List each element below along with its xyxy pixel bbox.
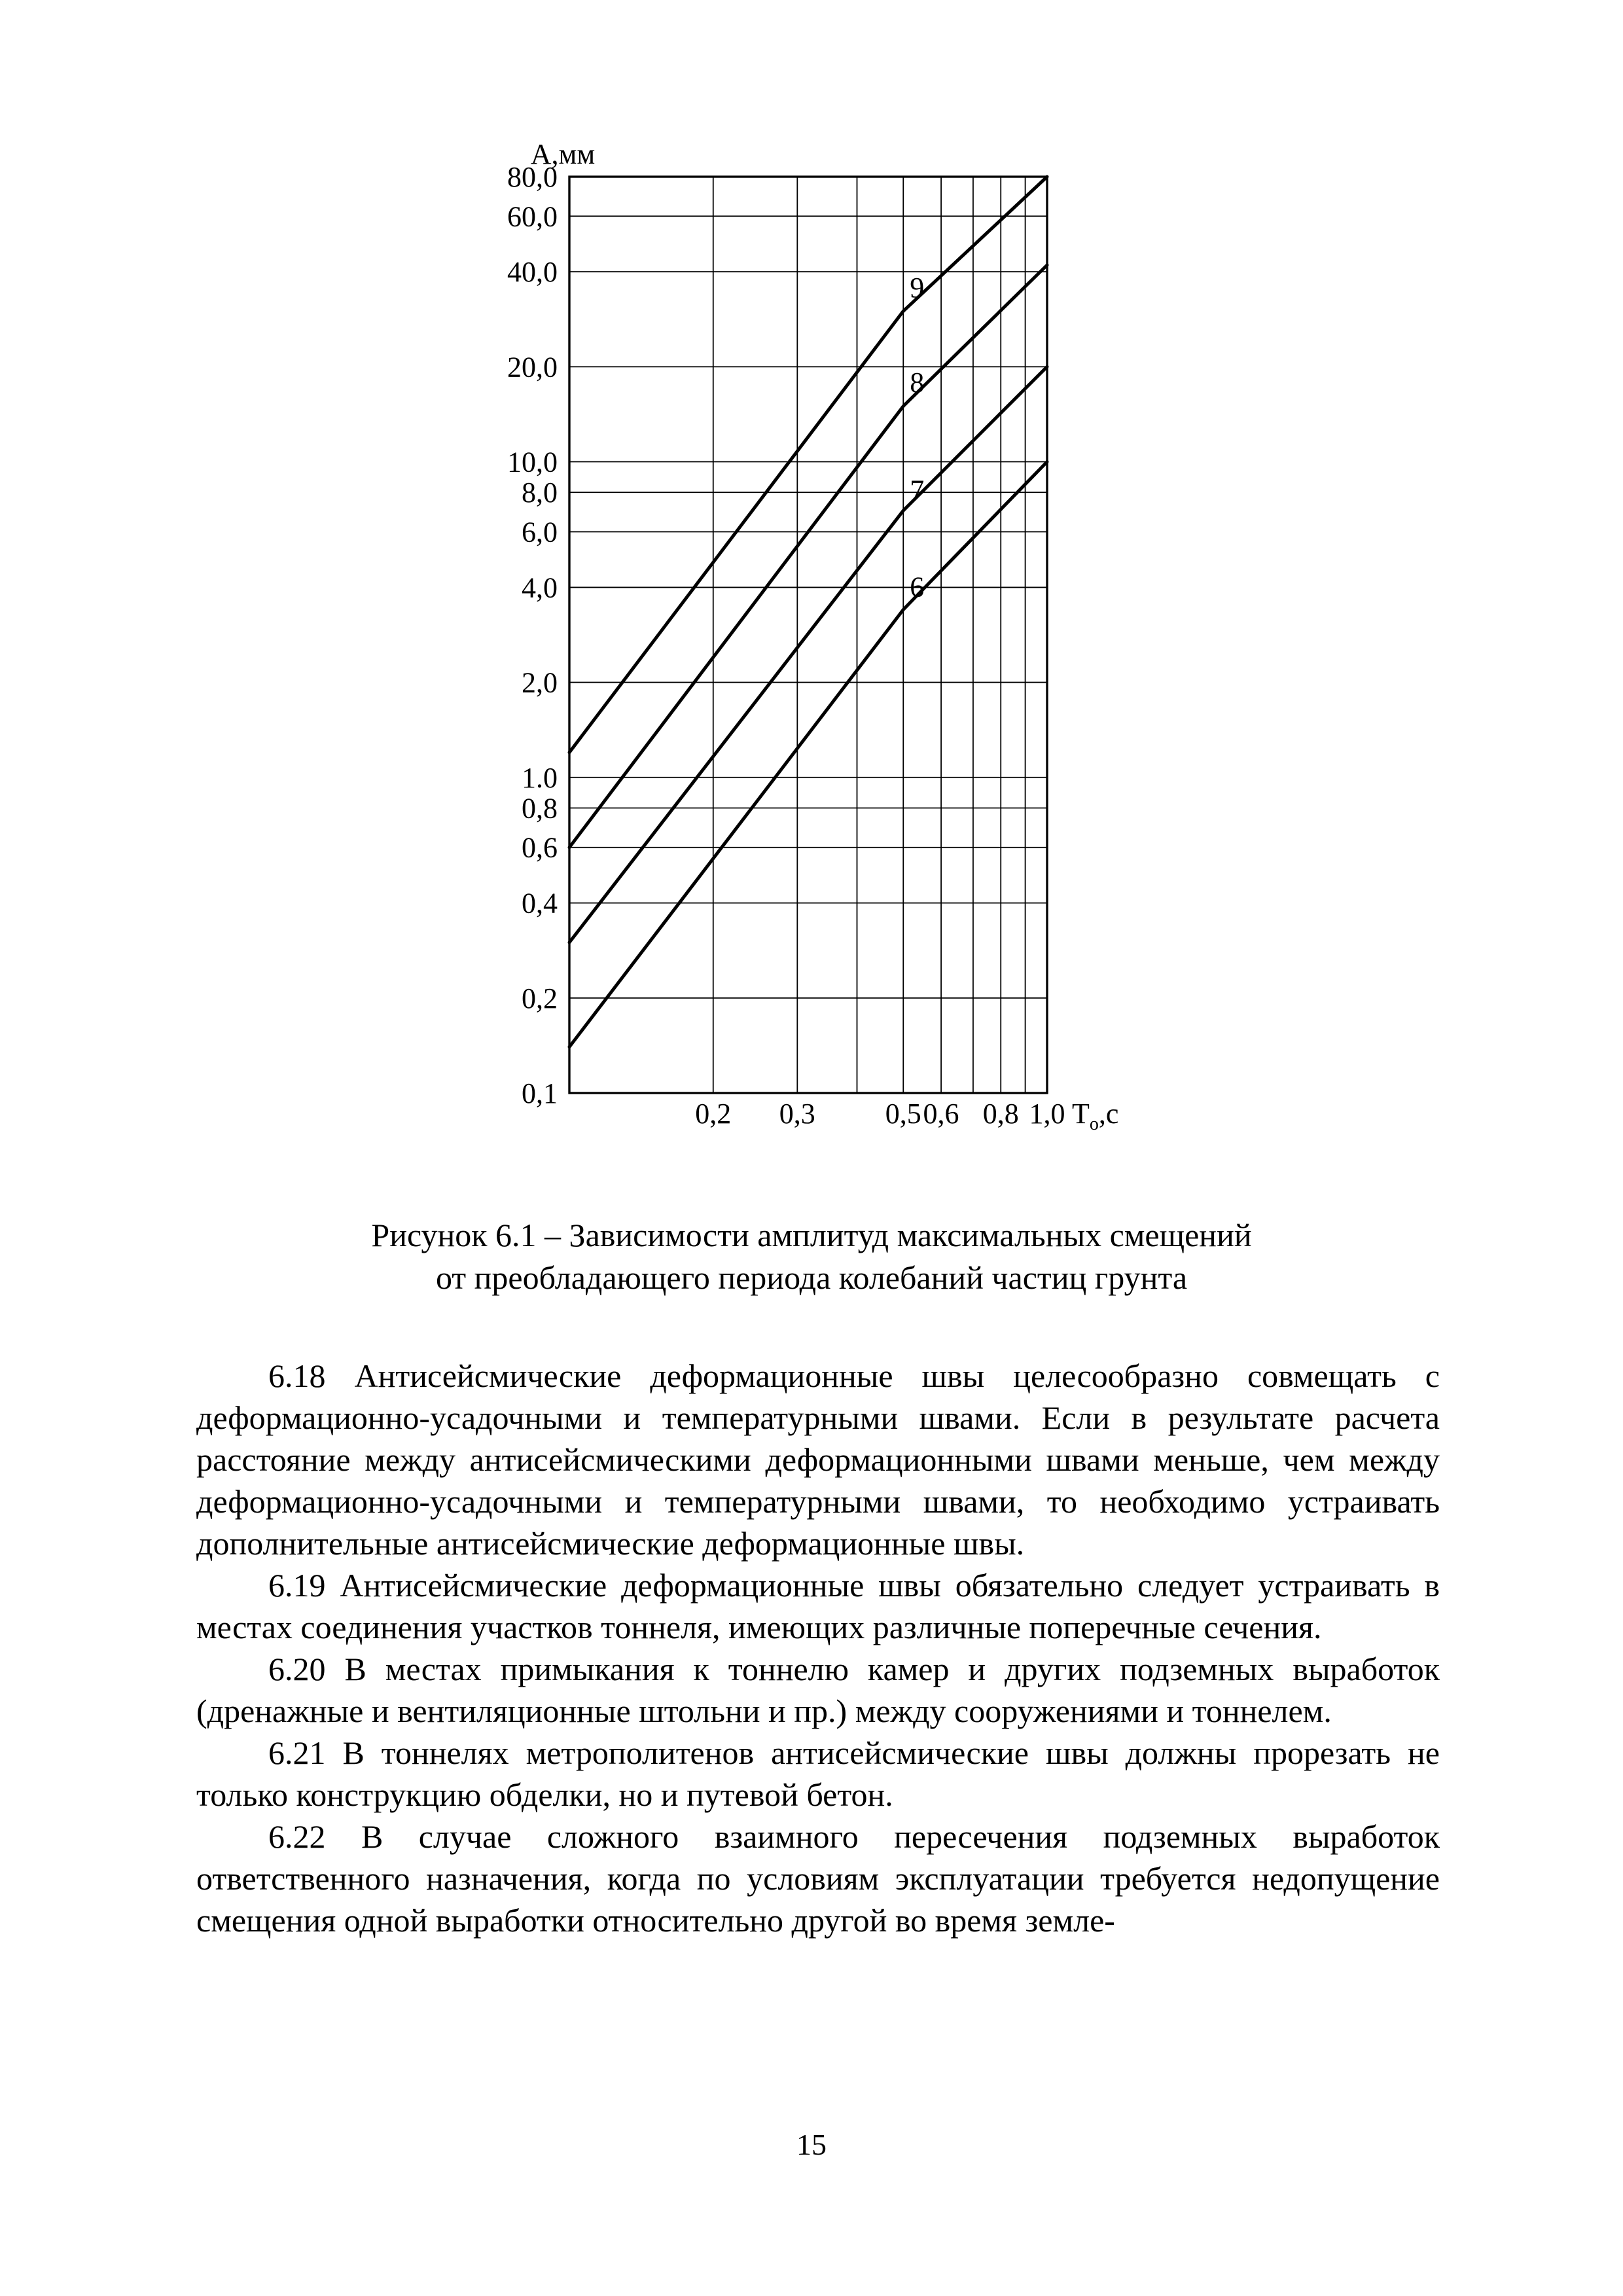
chart-figure: 0,20,30,50,60,81,00,10,20,40,60,81.02,04… <box>484 137 1139 1145</box>
svg-text:20,0: 20,0 <box>507 351 558 383</box>
svg-text:4,0: 4,0 <box>522 571 558 603</box>
svg-text:2,0: 2,0 <box>522 667 558 699</box>
body-text: 6.18 Антисейсмические деформационные швы… <box>196 1355 1440 1941</box>
figure-caption: Рисунок 6.1 – Зависимости амплитуд макси… <box>196 1214 1427 1299</box>
svg-text:1,0: 1,0 <box>1029 1098 1065 1130</box>
svg-text:9: 9 <box>910 272 924 304</box>
svg-text:8,0: 8,0 <box>522 476 558 509</box>
svg-text:40,0: 40,0 <box>507 256 558 288</box>
svg-text:0,2: 0,2 <box>522 982 558 1014</box>
svg-text:0,2: 0,2 <box>695 1098 731 1130</box>
svg-text:0,1: 0,1 <box>522 1077 558 1109</box>
svg-text:А,мм: А,мм <box>531 138 595 170</box>
paragraph-6-19: 6.19 Антисейсмические деформационные швы… <box>196 1564 1440 1648</box>
svg-text:6: 6 <box>910 571 924 603</box>
svg-text:8: 8 <box>910 367 924 399</box>
svg-text:0,6: 0,6 <box>522 832 558 864</box>
svg-text:10,0: 10,0 <box>507 446 558 478</box>
svg-text:7: 7 <box>910 474 924 506</box>
svg-text:0,6: 0,6 <box>923 1098 959 1130</box>
caption-line-1: Рисунок 6.1 – Зависимости амплитуд макси… <box>371 1217 1251 1253</box>
paragraph-6-22: 6.22 В случае сложного взаимного пересеч… <box>196 1816 1440 1941</box>
svg-text:0,4: 0,4 <box>522 888 558 920</box>
svg-text:6,0: 6,0 <box>522 516 558 548</box>
svg-text:60,0: 60,0 <box>507 200 558 232</box>
svg-text:1.0: 1.0 <box>522 762 558 794</box>
page: 0,20,30,50,60,81,00,10,20,40,60,81.02,04… <box>0 0 1623 2296</box>
svg-text:0,3: 0,3 <box>779 1098 815 1130</box>
paragraph-6-18: 6.18 Антисейсмические деформационные швы… <box>196 1355 1440 1564</box>
paragraph-6-20: 6.20 В местах примыкания к тоннелю камер… <box>196 1648 1440 1732</box>
svg-text:0,5: 0,5 <box>885 1098 921 1130</box>
svg-text:0,8: 0,8 <box>522 792 558 824</box>
paragraph-6-21: 6.21 В тоннелях метрополитенов антисейсм… <box>196 1732 1440 1816</box>
chart-svg: 0,20,30,50,60,81,00,10,20,40,60,81.02,04… <box>484 137 1139 1145</box>
svg-text:0,8: 0,8 <box>983 1098 1019 1130</box>
svg-text:То,с: То,с <box>1072 1098 1118 1134</box>
page-number: 15 <box>0 2127 1623 2162</box>
caption-line-2: от преобладающего периода колебаний част… <box>436 1259 1187 1296</box>
